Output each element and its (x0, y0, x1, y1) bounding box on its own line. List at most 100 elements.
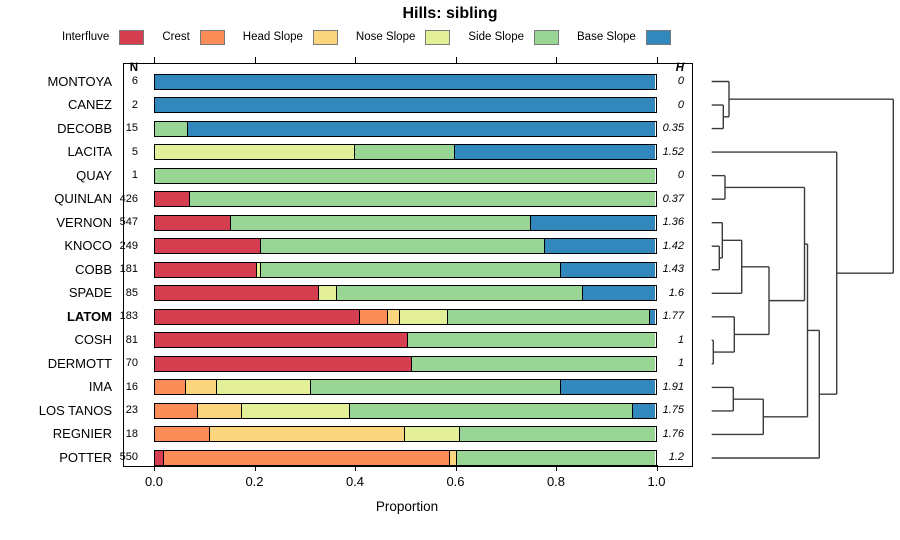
bar-segment-side-slope (355, 145, 455, 160)
legend-label: Crest (162, 31, 190, 43)
row-label-potter: POTTER (59, 449, 112, 465)
x-tick (254, 465, 256, 471)
h-value: 1 (677, 333, 684, 346)
bar-decobb (154, 120, 657, 137)
h-value: 0 (677, 169, 684, 182)
legend-swatch-crest-icon (199, 29, 225, 45)
n-value: 1 (131, 169, 138, 182)
h-value: 1.36 (662, 216, 684, 229)
bar-segment-base-slope (633, 403, 655, 418)
n-value: 16 (125, 380, 138, 393)
h-value: 1 (677, 357, 684, 370)
h-value: 1.42 (662, 239, 684, 252)
bar-segment-side-slope (457, 450, 655, 465)
legend-item-head-slope: Head Slope (242, 29, 338, 45)
x-tick-label: 0.2 (245, 474, 264, 489)
bar-segment-interfluve (155, 215, 231, 230)
n-value: 550 (119, 451, 138, 464)
legend-label: Nose Slope (355, 31, 416, 43)
x-tick (355, 57, 356, 63)
bar-segment-base-slope (188, 121, 655, 136)
bar-segment-base-slope (650, 309, 655, 324)
x-tick (154, 57, 155, 63)
row-label-canez: CANEZ (67, 97, 112, 113)
h-column-header: H (675, 62, 684, 74)
bar-cosh (154, 332, 657, 349)
h-value: 0.37 (662, 192, 684, 205)
bar-los-tanos (154, 402, 657, 419)
h-value: 1.76 (662, 427, 684, 440)
row-label-ima: IMA (88, 379, 112, 395)
h-value: 1.77 (662, 310, 684, 323)
bar-segment-crest (164, 450, 450, 465)
bar-segment-side-slope (311, 380, 561, 395)
row-label-latom: LATOM (66, 308, 112, 324)
bar-segment-interfluve (155, 356, 412, 371)
bar-segment-crest (155, 427, 210, 442)
n-value: 2 (131, 98, 138, 111)
row-label-spade: SPADE (68, 285, 112, 301)
x-tick (154, 465, 155, 471)
h-value: 1.52 (662, 145, 684, 158)
n-value: 18 (125, 427, 138, 440)
row-label-cobb: COBB (75, 261, 112, 277)
h-value: 0 (677, 75, 684, 87)
h-value: 1.43 (662, 263, 684, 276)
bar-quinlan (154, 191, 657, 208)
bar-segment-base-slope (561, 380, 655, 395)
chart-title: Hills: sibling (402, 5, 498, 22)
bar-segment-base-slope (531, 215, 655, 230)
h-value: 0.35 (662, 122, 684, 135)
bar-segment-nose-slope (405, 427, 460, 442)
n-value: 15 (125, 122, 138, 135)
dendrogram (711, 80, 894, 459)
legend-swatch-nose-slope-icon (425, 29, 451, 45)
legend-item-crest: Crest (162, 29, 225, 45)
bar-segment-side-slope (261, 262, 561, 277)
bar-segment-interfluve (155, 309, 360, 324)
bar-segment-side-slope (350, 403, 633, 418)
bar-latom (154, 308, 657, 325)
bar-spade (154, 285, 657, 302)
legend-item-side-slope: Side Slope (468, 29, 559, 45)
x-tick-label: 0.6 (446, 474, 465, 489)
n-value: 5 (131, 145, 138, 158)
bar-segment-side-slope (155, 121, 188, 136)
bar-segment-side-slope (412, 356, 655, 371)
bar-segment-side-slope (155, 168, 655, 183)
bar-canez (154, 97, 657, 114)
x-tick (556, 57, 557, 63)
n-value: 70 (125, 357, 138, 370)
bar-segment-base-slope (545, 239, 655, 254)
bar-lacita (154, 144, 657, 161)
bar-segment-base-slope (583, 286, 655, 301)
bar-potter (154, 449, 657, 466)
row-label-quinlan: QUINLAN (54, 191, 112, 207)
bar-segment-side-slope (408, 333, 655, 348)
n-value: 183 (119, 310, 138, 323)
bar-segment-nose-slope (155, 145, 355, 160)
legend: Interfluve Crest Head Slope Nose Slope Side … (62, 28, 671, 46)
bar-segment-side-slope (231, 215, 531, 230)
bar-knoco (154, 238, 657, 255)
bar-vernon (154, 214, 657, 231)
row-label-dermott: DERMOTT (47, 355, 112, 371)
legend-label: Base Slope (577, 31, 636, 43)
bar-segment-interfluve (155, 333, 408, 348)
bar-ima (154, 379, 657, 396)
legend-swatch-side-slope-icon (534, 29, 559, 45)
bar-segment-base-slope (155, 98, 655, 113)
bar-segment-head-slope (186, 380, 217, 395)
row-label-quay: QUAY (76, 167, 112, 183)
n-value: 23 (125, 404, 138, 417)
row-label-vernon: VERNON (56, 214, 112, 230)
bar-dermott (154, 355, 657, 372)
x-tick (556, 465, 557, 471)
legend-label: Head Slope (242, 31, 303, 43)
row-label-knoco: KNOCO (64, 238, 112, 254)
h-value: 1.91 (662, 380, 684, 393)
plot-area (123, 63, 693, 467)
x-tick-label: 0.0 (144, 474, 164, 489)
bar-segment-head-slope (450, 450, 457, 465)
n-column-header: N (129, 62, 138, 74)
